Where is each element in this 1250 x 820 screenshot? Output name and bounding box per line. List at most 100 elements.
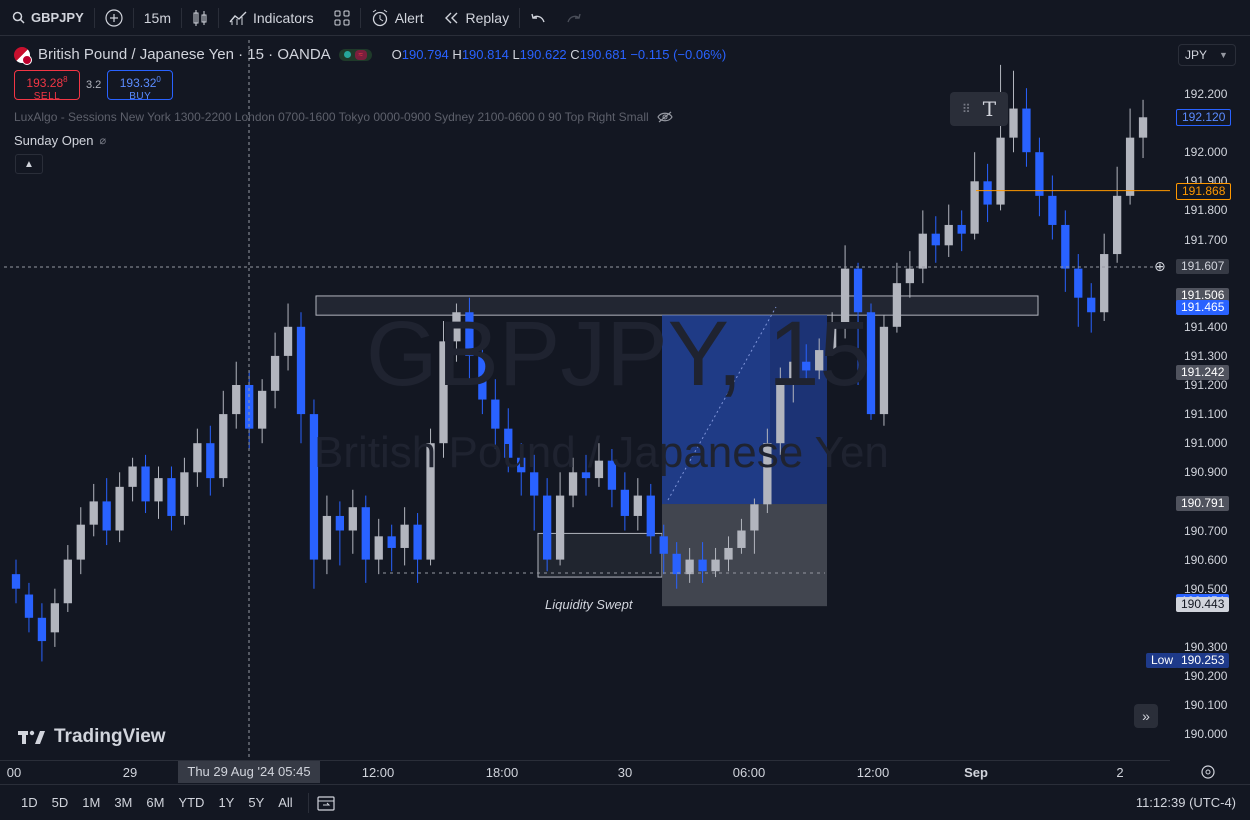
time-axis[interactable]: 00 29 12:00 18:00 30 06:00 12:00 Sep 2: [0, 760, 1170, 785]
range-button-3m[interactable]: 3M: [114, 795, 133, 810]
candle-body: [944, 224, 953, 246]
candle-body: [827, 326, 837, 351]
candle-body: [24, 594, 34, 618]
compare-button[interactable]: [95, 0, 133, 36]
position-trend-line: [667, 306, 777, 501]
low-value: 190.622: [519, 47, 567, 62]
double-chevron-right-icon: »: [1142, 708, 1150, 724]
undo-button[interactable]: [520, 0, 556, 36]
chart-legend[interactable]: British Pound / Japanese Yen · 15 · OAND…: [14, 46, 727, 65]
indicator-legend[interactable]: LuxAlgo - Sessions New York 1300-2200 Lo…: [14, 110, 673, 124]
candle-body: [11, 574, 21, 589]
candle-body: [918, 233, 927, 269]
floating-drawing-toolbar[interactable]: ⠿ T: [950, 92, 1008, 126]
add-alert-icon[interactable]: ⊕: [1154, 257, 1166, 274]
candle-body: [219, 414, 228, 479]
spread-value: 3.2: [86, 79, 102, 91]
eye-hidden-icon[interactable]: [656, 111, 673, 123]
collapse-legend-button[interactable]: ▲: [15, 154, 43, 174]
candle-body: [1112, 195, 1122, 255]
chart-canvas[interactable]: [0, 36, 1250, 784]
range-button-6m[interactable]: 6M: [146, 795, 165, 810]
candle-body: [776, 385, 785, 444]
watermark-symbol: GBPJPY, 15: [366, 303, 871, 405]
indicators-button[interactable]: Indicators: [219, 0, 324, 36]
candle-body: [840, 268, 850, 327]
candle-body: [206, 443, 215, 479]
range-button-1d[interactable]: 1D: [21, 795, 38, 810]
redo-button[interactable]: [556, 0, 592, 36]
range-button-1y[interactable]: 1Y: [218, 795, 235, 810]
layouts-button[interactable]: [324, 0, 360, 36]
divider: [93, 7, 95, 28]
candle-body: [1022, 108, 1031, 153]
axis-settings-icon[interactable]: [1200, 764, 1216, 780]
hidden-icon: ⌀: [99, 135, 107, 147]
divider: [132, 7, 134, 28]
price-tick-label: 191.300: [1184, 348, 1228, 363]
candle-body: [491, 399, 500, 429]
candle-body: [193, 443, 202, 473]
replay-button[interactable]: Replay: [433, 0, 519, 36]
price-tag-blue: 191.465: [1176, 299, 1230, 315]
candle-body: [530, 472, 539, 496]
grid-icon: [334, 10, 350, 26]
interval-button[interactable]: 15m: [143, 9, 171, 26]
price-tick-label: 190.600: [1184, 552, 1228, 567]
indicators-icon: [229, 10, 247, 26]
price-tag-orange: 191.868: [1176, 182, 1232, 200]
range-button-all[interactable]: All: [278, 795, 293, 810]
range-buttons: 1D 5D 1M 3M 6M YTD 1Y 5Y All: [0, 795, 300, 810]
buy-button[interactable]: 193.320 BUY: [107, 70, 174, 102]
open-value: 190.794: [401, 47, 449, 62]
candle-body: [37, 617, 47, 642]
range-button-1m[interactable]: 1M: [82, 795, 101, 810]
candle-body: [931, 233, 940, 246]
range-button-ytd[interactable]: YTD: [178, 795, 205, 810]
scroll-to-realtime-button[interactable]: »: [1134, 704, 1158, 728]
alert-button[interactable]: Alert: [361, 0, 434, 36]
chart-area[interactable]: [0, 36, 1250, 784]
top-toolbar: GBPJPY 15m Indicators Alert Repla: [0, 0, 1250, 36]
range-button-5y[interactable]: 5Y: [248, 795, 265, 810]
date-range-icon[interactable]: [317, 795, 335, 811]
candle-body: [1074, 268, 1083, 298]
candle-body: [232, 385, 241, 415]
price-tag-blue-outline: 192.120: [1176, 109, 1232, 127]
candle-body: [361, 507, 370, 560]
candle-body: [802, 361, 811, 371]
price-axis[interactable]: 192.200 192.000 191.900 191.800 191.700 191.4…: [1146, 36, 1250, 760]
price-tick-label: 191.200: [1184, 378, 1228, 392]
market-status-badge[interactable]: ≈: [338, 48, 372, 61]
change-value: −0.115 (−0.06%): [630, 47, 727, 62]
text-tool-icon[interactable]: T: [982, 97, 997, 121]
candle-body: [789, 361, 798, 385]
candle-body: [542, 495, 552, 560]
price-tick-label: 191.400: [1184, 319, 1228, 334]
currency-select[interactable]: JPY ▼: [1178, 44, 1236, 66]
candle-body: [763, 443, 772, 505]
tradingview-logo-icon: [18, 730, 45, 744]
sell-button[interactable]: 193.288 SELL: [14, 70, 80, 102]
time-tick-label: 12:00: [856, 765, 890, 780]
candle-body: [517, 457, 526, 473]
candle-body: [555, 495, 565, 560]
candle-body: [1087, 297, 1096, 313]
candle-body: [698, 559, 707, 572]
clock-label[interactable]: 11:12:39 (UTC-4): [1135, 795, 1236, 810]
candle-body: [335, 515, 345, 531]
candle-body: [374, 536, 383, 560]
drag-handle-icon[interactable]: ⠿: [961, 102, 971, 116]
chart-type-button[interactable]: [182, 0, 218, 36]
candle-body: [983, 181, 992, 205]
candle-body: [815, 350, 824, 371]
data-status-icon: ≈: [354, 49, 367, 60]
sunday-open-legend[interactable]: Sunday Open ⌀: [14, 133, 106, 148]
candle-body: [866, 312, 876, 415]
candle-body: [154, 478, 163, 502]
candle-body: [439, 341, 448, 444]
crosshair-time-label: Thu 29 Aug '24 05:45: [178, 761, 320, 783]
symbol-search-button[interactable]: GBPJPY: [0, 0, 94, 36]
alert-label: Alert: [394, 9, 424, 26]
range-button-5d[interactable]: 5D: [51, 795, 69, 810]
